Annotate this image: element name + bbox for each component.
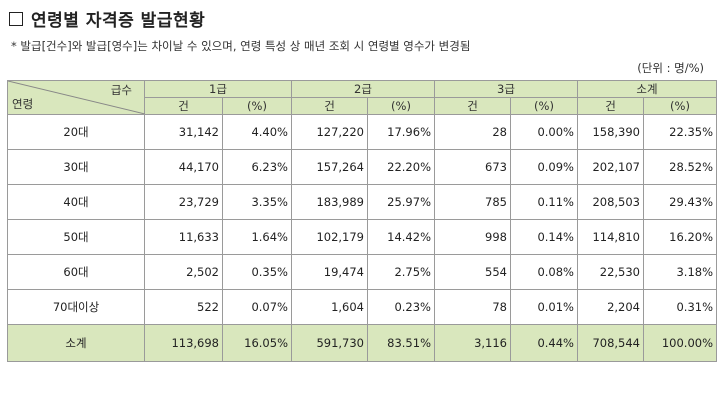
value-cell: 554 [434, 254, 511, 290]
total-cell: 708,544 [577, 324, 644, 362]
issuance-table: 급수 연령 1급 2급 3급 소계 건 (%) 건 (%) 건 (%) 건 (%… [7, 80, 718, 362]
value-cell: 158,390 [577, 114, 644, 150]
age-cell: 50대 [7, 219, 145, 255]
value-cell: 114,810 [577, 219, 644, 255]
value-cell: 0.01% [510, 289, 578, 325]
age-cell: 40대 [7, 184, 145, 220]
value-cell: 22,530 [577, 254, 644, 290]
value-cell: 31,142 [144, 114, 223, 150]
value-cell: 3.35% [222, 184, 292, 220]
value-cell: 2,502 [144, 254, 223, 290]
grade-axis-label: 급수 [110, 83, 132, 97]
page-title-text: 연령별 자격증 발급현황 [31, 11, 206, 31]
diagonal-line [8, 81, 145, 114]
value-cell: 0.31% [642, 289, 718, 325]
value-cell: 183,989 [291, 184, 368, 220]
value-cell: 208,503 [577, 184, 644, 220]
header-row-unit: 건 (%) 건 (%) 건 (%) 건 (%) [8, 97, 718, 115]
value-cell: 0.23% [367, 289, 435, 325]
corner-header: 급수 연령 [7, 80, 145, 115]
table-row: 70대이상 522 0.07% 1,604 0.23% 78 0.01% 2,204 0.31% [7, 289, 718, 325]
total-cell: 100.00% [642, 324, 718, 362]
value-cell: 23,729 [144, 184, 223, 220]
total-cell: 83.51% [367, 324, 435, 362]
total-row: 소계 113,698 16.05% 591,730 83.51% 3,116 0… [7, 324, 718, 362]
table-row: 40대 23,729 3.35% 183,989 25.97% 785 0.11% 208,5… [7, 184, 718, 220]
value-cell: 28.52% [642, 149, 718, 185]
value-cell: 0.07% [222, 289, 292, 325]
pct-header: (%) [642, 97, 718, 115]
age-cell: 70대이상 [7, 289, 145, 325]
value-cell: 25.97% [367, 184, 435, 220]
value-cell: 22.20% [367, 149, 435, 185]
total-label: 소계 [7, 324, 145, 362]
table-row: 30대 44,170 6.23% 157,264 22.20% 673 0.09% 202,1… [7, 149, 718, 185]
value-cell: 2,204 [577, 289, 644, 325]
grade-header-subtotal: 소계 [576, 80, 718, 98]
value-cell: 1.64% [222, 219, 292, 255]
footnote: * 발급[건수]와 발급[영수]는 차이날 수 있으며, 연령 특성 상 매년 … [11, 39, 471, 53]
value-cell: 14.42% [367, 219, 435, 255]
age-cell: 60대 [7, 254, 145, 290]
total-cell: 16.05% [222, 324, 292, 362]
value-cell: 0.08% [510, 254, 578, 290]
count-header: 건 [434, 97, 511, 115]
total-cell: 0.44% [510, 324, 578, 362]
age-axis-label: 연령 [12, 97, 34, 111]
count-header: 건 [144, 97, 223, 115]
unit-label: (단위 : 명/%) [637, 61, 704, 75]
value-cell: 11,633 [144, 219, 223, 255]
table-row: 50대 11,633 1.64% 102,179 14.42% 998 0.14% 114,8… [7, 219, 718, 255]
total-cell: 3,116 [434, 324, 511, 362]
age-cell: 30대 [7, 149, 145, 185]
value-cell: 157,264 [291, 149, 368, 185]
value-cell: 16.20% [642, 219, 718, 255]
value-cell: 522 [144, 289, 223, 325]
value-cell: 44,170 [144, 149, 223, 185]
value-cell: 0.00% [510, 114, 578, 150]
value-cell: 1,604 [291, 289, 368, 325]
table-row: 20대 31,142 4.40% 127,220 17.96% 28 0.00% 158,39… [7, 114, 718, 150]
value-cell: 785 [434, 184, 511, 220]
checkbox-square-icon [9, 12, 23, 26]
value-cell: 2.75% [367, 254, 435, 290]
pct-header: (%) [367, 97, 435, 115]
value-cell: 0.09% [510, 149, 578, 185]
value-cell: 202,107 [577, 149, 644, 185]
table-row: 60대 2,502 0.35% 19,474 2.75% 554 0.08% 22,530 3.… [7, 254, 718, 290]
value-cell: 0.14% [510, 219, 578, 255]
value-cell: 0.11% [510, 184, 578, 220]
pct-header: (%) [222, 97, 292, 115]
grade-header-1: 1급 [144, 80, 292, 98]
pct-header: (%) [510, 97, 578, 115]
grade-header-3: 3급 [434, 80, 578, 98]
value-cell: 17.96% [367, 114, 435, 150]
page-title: 연령별 자격증 발급현황 [9, 6, 205, 31]
value-cell: 127,220 [291, 114, 368, 150]
total-cell: 113,698 [144, 324, 223, 362]
value-cell: 0.35% [222, 254, 292, 290]
total-cell: 591,730 [291, 324, 368, 362]
value-cell: 102,179 [291, 219, 368, 255]
count-header: 건 [291, 97, 368, 115]
value-cell: 29.43% [642, 184, 718, 220]
grade-header-2: 2급 [291, 80, 435, 98]
value-cell: 3.18% [642, 254, 718, 290]
value-cell: 22.35% [642, 114, 718, 150]
value-cell: 673 [434, 149, 511, 185]
value-cell: 6.23% [222, 149, 292, 185]
header-row-grade: 급수 연령 1급 2급 3급 소계 [7, 80, 718, 115]
value-cell: 998 [434, 219, 511, 255]
value-cell: 78 [434, 289, 511, 325]
count-header: 건 [577, 97, 644, 115]
value-cell: 28 [434, 114, 511, 150]
value-cell: 19,474 [291, 254, 368, 290]
value-cell: 4.40% [222, 114, 292, 150]
age-cell: 20대 [7, 114, 145, 150]
